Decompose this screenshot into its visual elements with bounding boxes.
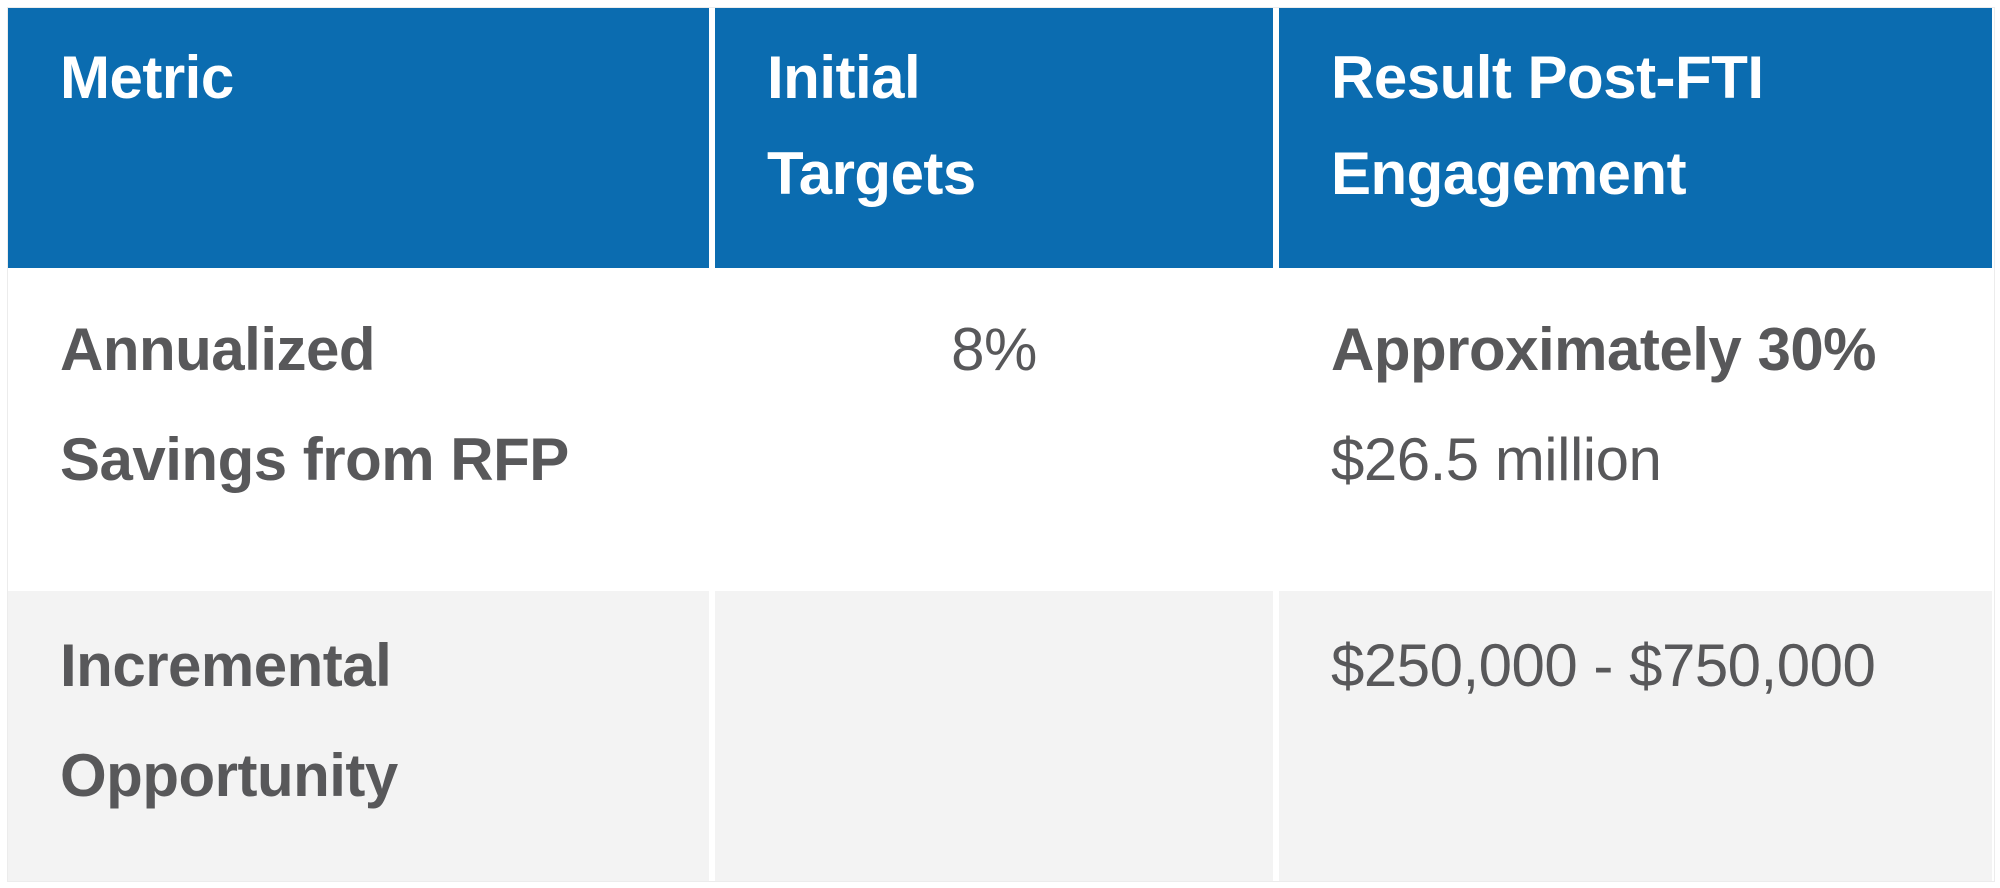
header-cell-result-post-fti: Result Post-FTI Engagement	[1279, 8, 1992, 268]
metrics-table: Metric Initial Targets Result Post-FTI E…	[7, 7, 1995, 882]
result-secondary-value: $26.5 million	[1331, 426, 1662, 493]
result-range-value: $250,000 - $750,000	[1331, 632, 1876, 699]
row-annualized-savings-initial-target-cell: 8%	[715, 275, 1273, 591]
metric-label-line-1: Incremental	[60, 632, 392, 699]
row-incremental-opportunity-initial-target-cell	[715, 591, 1273, 881]
metric-label-line-1: Annualized	[60, 316, 376, 383]
row-incremental-opportunity-metric-cell: Incremental Opportunity	[8, 591, 709, 881]
header-result-line-1: Result Post-FTI	[1331, 44, 1764, 111]
header-result-line-2: Engagement	[1331, 140, 1687, 207]
metric-label-line-2: Savings from RFP	[60, 426, 569, 493]
header-initial-targets-line-1: Initial	[767, 44, 921, 111]
initial-target-value: 8%	[951, 316, 1037, 383]
row-incremental-opportunity-result-cell: $250,000 - $750,000	[1279, 591, 1992, 881]
header-cell-initial-targets: Initial Targets	[715, 8, 1273, 268]
header-cell-metric: Metric	[8, 8, 709, 268]
row-annualized-savings-metric-cell: Annualized Savings from RFP	[8, 275, 709, 591]
metric-label-line-2: Opportunity	[60, 742, 398, 809]
result-primary-value: Approximately 30%	[1331, 316, 1877, 383]
row-annualized-savings-result-cell: Approximately 30% $26.5 million	[1279, 275, 1992, 591]
header-initial-targets-line-2: Targets	[767, 140, 976, 207]
header-metric-label: Metric	[60, 44, 234, 111]
